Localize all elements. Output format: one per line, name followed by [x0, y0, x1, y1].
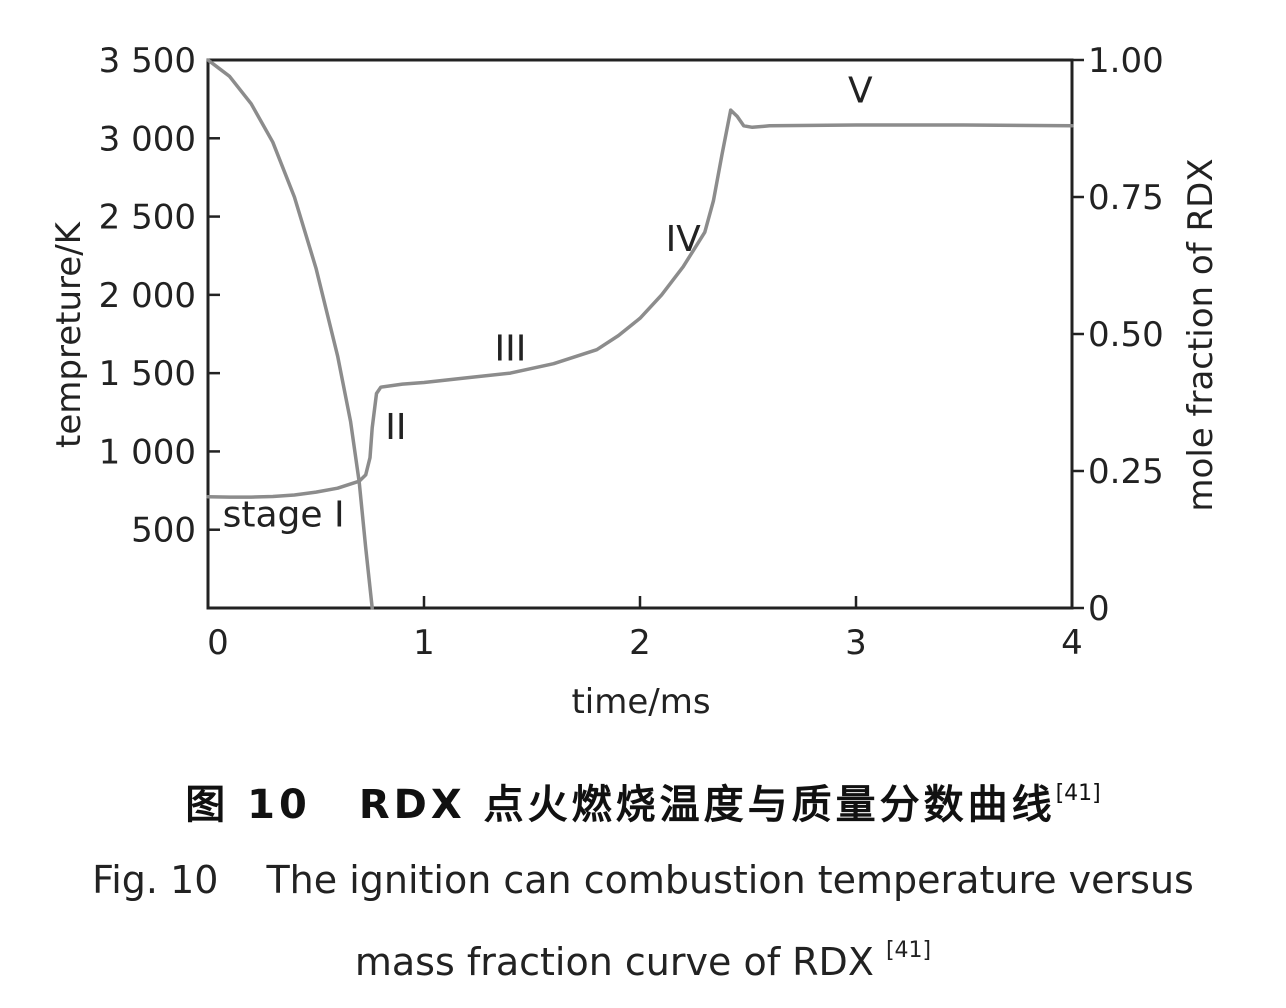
stage-label: stage I: [223, 495, 345, 536]
caption-cn-text: RDX 点火燃烧温度与质量分数曲线: [358, 782, 1056, 828]
caption-english-line1: Fig. 10 The ignition can combustion tempe…: [0, 858, 1286, 902]
caption-en-line1-text: The ignition can combustion temperature …: [266, 858, 1194, 902]
x-axis-title: time/ms: [571, 682, 710, 722]
y-left-tick-label: 2 000: [99, 276, 196, 316]
y-left-tick-label: 3 000: [99, 119, 196, 159]
x-tick-label: 0: [207, 623, 229, 663]
y-right-tick-label: 0.75: [1088, 178, 1164, 218]
stage-label: III: [494, 329, 526, 370]
stage-label: V: [848, 70, 873, 111]
y-left-tick-label: 3 500: [99, 41, 196, 81]
y-right-tick-label: 0: [1088, 589, 1110, 629]
y-left-tick-label: 500: [131, 511, 196, 551]
caption-cn-ref: [41]: [1055, 781, 1101, 806]
y-right-tick-label: 1.00: [1088, 41, 1164, 81]
y-right-tick-label: 0.25: [1088, 452, 1164, 492]
x-tick-label: 4: [1061, 623, 1083, 663]
caption-en-label: Fig. 10: [92, 858, 219, 902]
stage-label: II: [385, 407, 406, 448]
rdx-mole-fraction-line: [206, 58, 374, 610]
x-tick-label: 2: [629, 623, 651, 663]
x-tick-label: 3: [845, 623, 867, 663]
axes-group: 0 1 2 3 4 500 1 000 1 500 2 000 2 500 3 000 3 500 0 0…: [99, 41, 1164, 663]
caption-en-line2-text: mass fraction curve of RDX: [354, 940, 874, 984]
caption-en-ref: [41]: [885, 938, 932, 963]
caption-english-line2: mass fraction curve of RDX [41]: [0, 938, 1286, 984]
y-left-axis-title: tempreture/K: [49, 220, 89, 448]
y-left-tick-label: 2 500: [99, 198, 196, 238]
caption-cn-label: 图 10: [185, 782, 311, 828]
y-right-axis-title: mole fraction of RDX: [1181, 158, 1221, 511]
y-right-tick-label: 0.50: [1088, 315, 1164, 355]
y-left-tick-label: 1 500: [99, 354, 196, 394]
y-left-tick-label: 1 000: [99, 432, 196, 472]
temperature-line: [206, 108, 1074, 499]
curves-group: [206, 58, 1074, 610]
caption-chinese: 图 10 RDX 点火燃烧温度与质量分数曲线[41]: [0, 772, 1286, 830]
stage-label: IV: [666, 219, 702, 260]
x-tick-label: 1: [413, 623, 435, 663]
